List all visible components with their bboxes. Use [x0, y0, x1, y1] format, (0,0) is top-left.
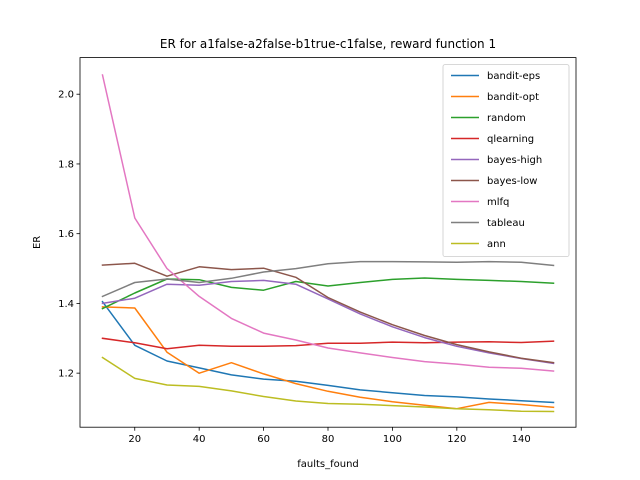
series-line-bayes-high	[101, 279, 555, 365]
series-line-bayes-low	[101, 262, 555, 364]
chart-title: ER for a1false-a2false-b1true-c1false, r…	[160, 37, 496, 51]
series-line-bandit-opt	[101, 306, 555, 410]
legend-label-bayes-high: bayes-high	[487, 155, 542, 166]
legend-label-bandit-opt: bandit-opt	[487, 92, 539, 103]
y-tick-label: 1.8	[58, 159, 74, 170]
plot-frame	[79, 57, 577, 428]
series-line-mlfq	[101, 74, 555, 372]
series-line-bandit-eps	[101, 300, 555, 404]
x-axis-label: faults_found	[297, 459, 359, 470]
legend-label-mlfq: mlfq	[487, 197, 509, 208]
legend: bandit-eps bandit-opt random qlearning bayes…	[442, 64, 570, 257]
y-tick-label: 1.4	[58, 299, 74, 310]
y-axis-label: ER	[32, 236, 43, 249]
x-tick-label: 80	[322, 434, 335, 445]
legend-frame	[442, 64, 570, 257]
x-tick-label: 20	[128, 434, 141, 445]
x-tick-label: 140	[512, 434, 531, 445]
y-tick-label: 1.2	[58, 369, 74, 380]
legend-label-ann: ann	[487, 239, 506, 250]
legend-label-tableau: tableau	[487, 218, 525, 229]
y-tick-label: 1.6	[58, 229, 74, 240]
legend-label-random: random	[487, 113, 526, 124]
legend-label-bayes-low: bayes-low	[487, 176, 537, 187]
y-tick-label: 2.0	[58, 90, 74, 101]
x-tick-label: 40	[193, 434, 206, 445]
series-line-ann	[101, 356, 555, 413]
ticks-layer: 20 40 60 80 100 120 140 1.2 1.4 1.6 1.8 2.0	[58, 90, 531, 445]
series-line-qlearning	[101, 337, 555, 350]
series-line-random	[101, 277, 555, 310]
legend-label-qlearning: qlearning	[487, 134, 534, 145]
x-tick-label: 100	[383, 434, 402, 445]
x-tick-label: 120	[447, 434, 466, 445]
series-line-tableau	[101, 260, 555, 298]
series-layer	[101, 74, 555, 413]
x-tick-label: 60	[257, 434, 270, 445]
legend-label-bandit-eps: bandit-eps	[487, 71, 540, 82]
